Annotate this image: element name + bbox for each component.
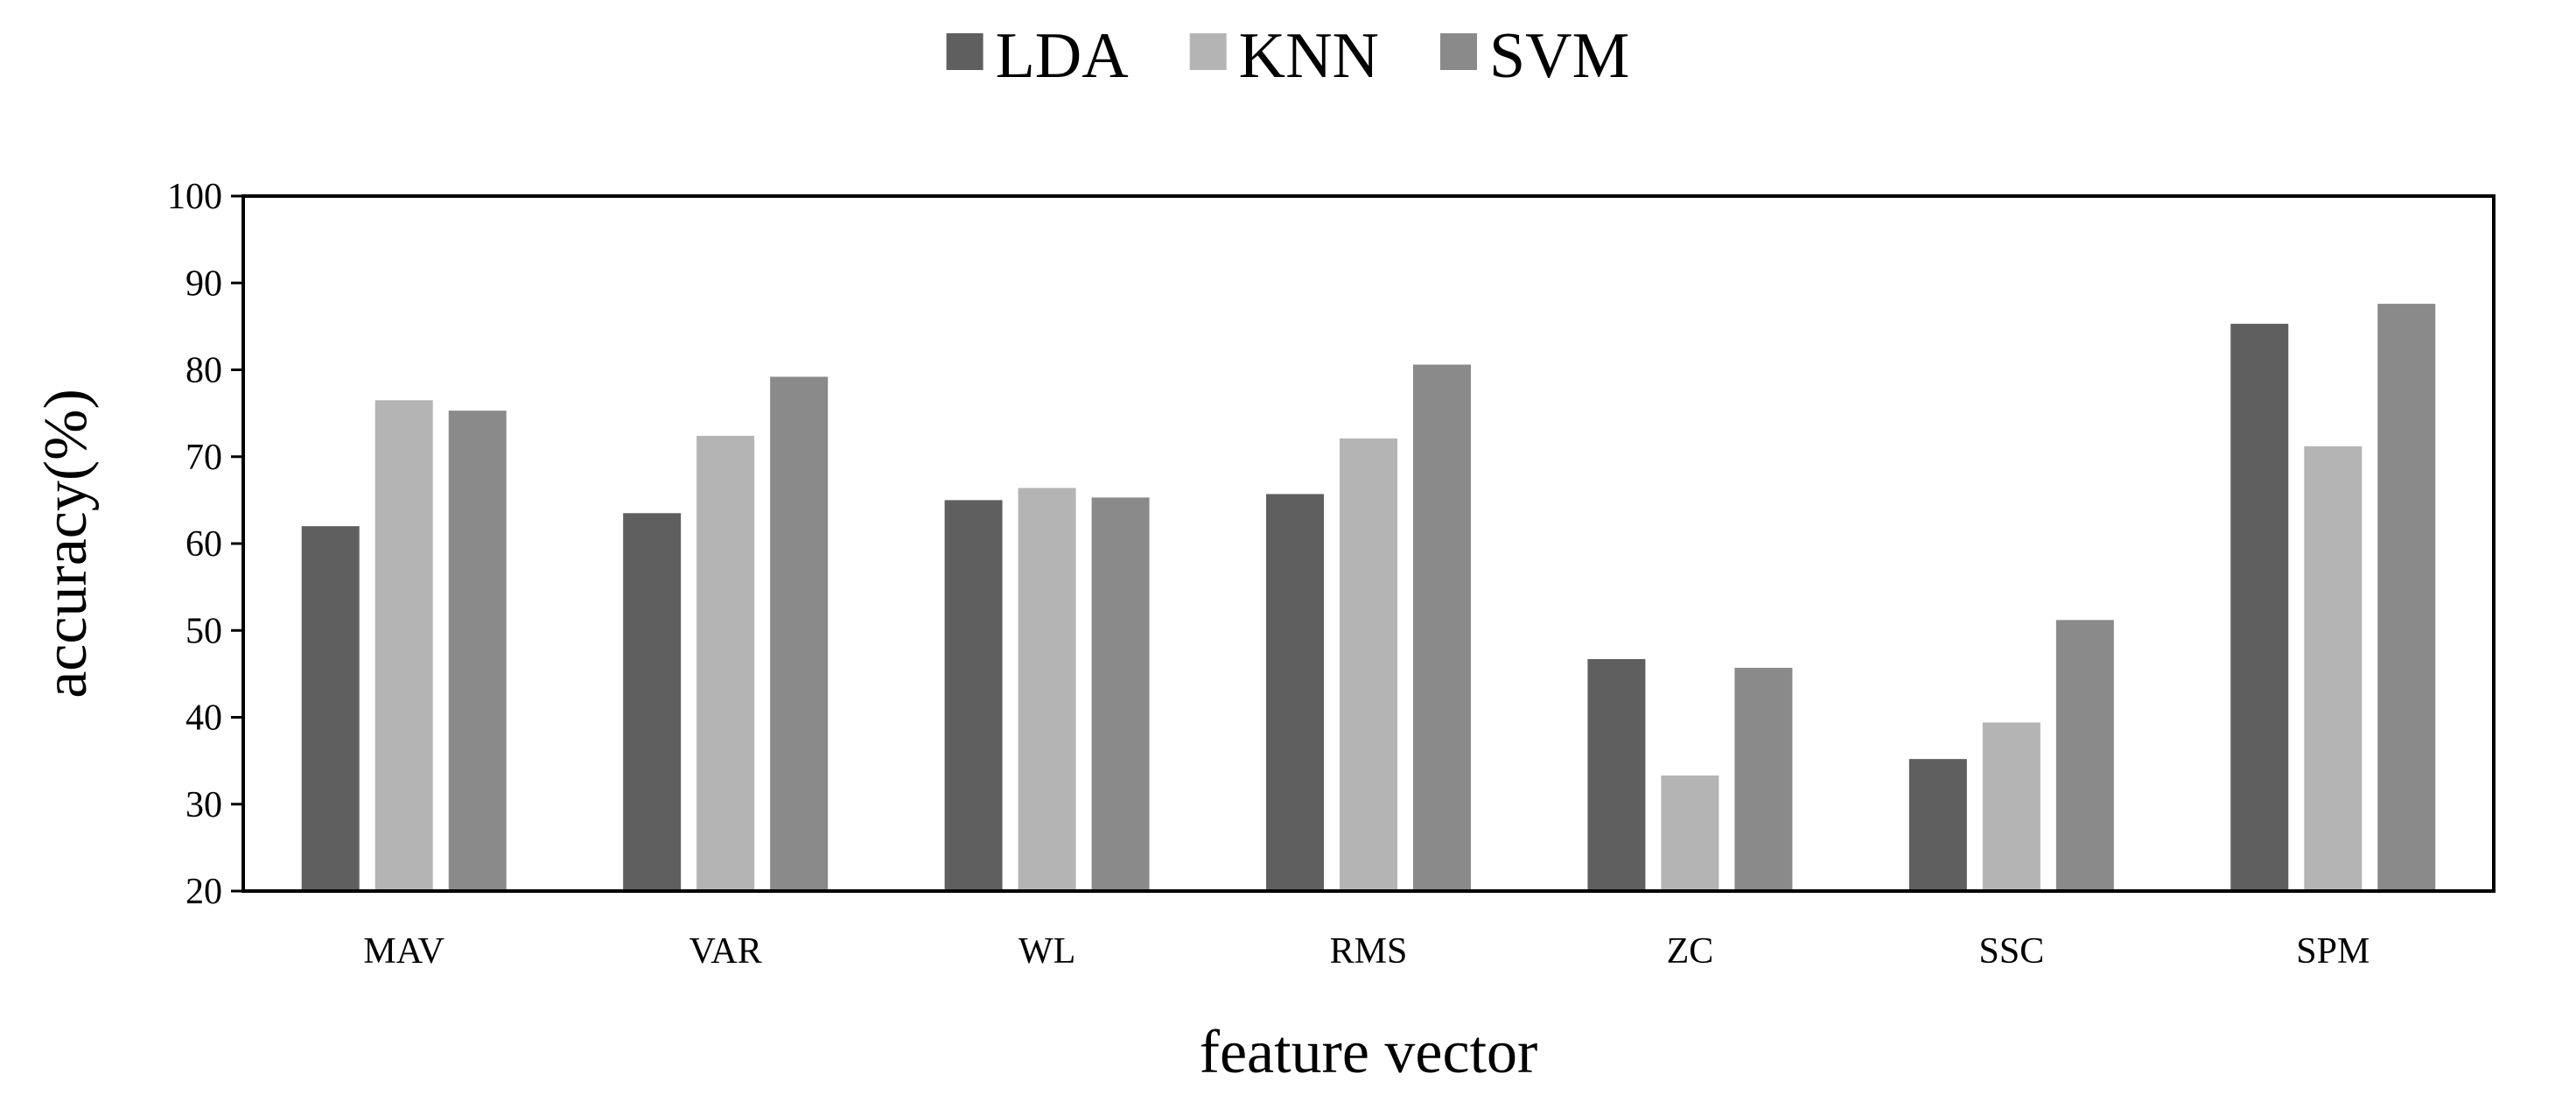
- bar-knn-wl: [1018, 488, 1076, 891]
- legend-label: SVM: [1489, 20, 1629, 92]
- x-axis: MAV VAR WL RMS ZC SSC SPM: [363, 931, 2370, 972]
- y-tick-label: 60: [186, 524, 222, 565]
- x-tick-label: VAR: [690, 931, 762, 972]
- x-axis-title: feature vector: [1200, 1019, 1538, 1086]
- bar-lda-mav: [301, 526, 360, 891]
- legend-swatch-svm: [1440, 33, 1478, 70]
- bar-knn-zc: [1661, 775, 1719, 891]
- y-axis: 20 30 40 50 60 70 80 90 100: [167, 177, 243, 912]
- bar-svm-wl: [1091, 497, 1150, 891]
- legend-label: LDA: [996, 20, 1129, 92]
- y-tick-label: 100: [167, 177, 222, 217]
- x-tick-label: ZC: [1667, 931, 1714, 972]
- legend: LDA KNN SVM: [946, 20, 1629, 92]
- bar-knn-rms: [1340, 438, 1397, 892]
- bar-lda-ssc: [1908, 759, 1967, 891]
- x-tick-label: MAV: [363, 931, 444, 972]
- bar-svm-mav: [448, 411, 507, 892]
- y-tick-label: 50: [186, 611, 222, 651]
- bar-knn-ssc: [1982, 722, 2040, 891]
- y-tick-label: 70: [186, 438, 222, 478]
- y-tick-label: 40: [186, 698, 222, 739]
- y-tick-label: 20: [186, 872, 222, 912]
- legend-label: KNN: [1239, 20, 1379, 92]
- legend-swatch-knn: [1189, 33, 1227, 70]
- x-tick-label: SPM: [2296, 931, 2370, 972]
- x-tick-label: SSC: [1978, 931, 2044, 972]
- bar-knn-var: [696, 435, 755, 891]
- x-tick-label: WL: [1018, 931, 1075, 972]
- y-tick-label: 80: [186, 351, 222, 391]
- legend-swatch-lda: [946, 33, 984, 70]
- bar-knn-spm: [2304, 446, 2362, 891]
- y-axis-title: accuracy(%): [32, 389, 100, 698]
- bar-lda-zc: [1587, 659, 1646, 891]
- bar-svm-ssc: [2055, 620, 2114, 891]
- bar-svm-var: [770, 376, 829, 891]
- bar-lda-spm: [2230, 323, 2289, 892]
- bar-knn-mav: [374, 400, 433, 891]
- bar-lda-wl: [944, 500, 1003, 891]
- x-tick-label: RMS: [1330, 931, 1408, 972]
- y-tick-label: 30: [186, 785, 222, 825]
- bar-lda-var: [623, 513, 682, 891]
- bar-svm-zc: [1734, 667, 1793, 891]
- bar-lda-rms: [1266, 494, 1324, 891]
- bars-group: [301, 304, 2436, 892]
- bar-svm-spm: [2377, 304, 2436, 891]
- bar-svm-rms: [1413, 364, 1471, 891]
- y-tick-label: 90: [186, 263, 222, 304]
